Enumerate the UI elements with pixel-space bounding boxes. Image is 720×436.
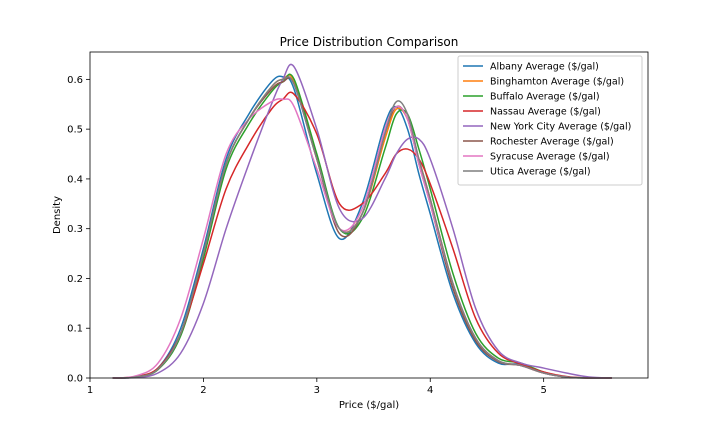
legend-label: Rochester Average ($/gal) — [490, 137, 614, 148]
x-tick-label: 1 — [87, 385, 93, 396]
legend-label: Nassau Average ($/gal) — [490, 107, 601, 118]
chart-title: Price Distribution Comparison — [280, 35, 459, 49]
legend-label: Utica Average ($/gal) — [490, 167, 591, 178]
y-tick-label: 0.3 — [67, 224, 83, 235]
series-line-3 — [112, 91, 612, 379]
legend-label: Syracuse Average ($/gal) — [490, 152, 610, 163]
y-tick-label: 0.0 — [67, 374, 83, 385]
legend: Albany Average ($/gal) Binghamton Average… — [457, 55, 643, 186]
x-tick-label: 4 — [427, 385, 433, 396]
legend-label: Binghamton Average ($/gal) — [490, 77, 624, 88]
series-line-4 — [112, 63, 612, 379]
series-line-7 — [112, 75, 612, 379]
x-axis-label: Price ($/gal) — [339, 400, 399, 411]
y-tick-label: 0.6 — [67, 75, 83, 86]
x-tick-label: 3 — [314, 385, 320, 396]
axes: 1 2 3 4 5 0.0 0.1 0.2 0.3 0.4 0.5 0.6 — [67, 75, 547, 396]
plot-frame — [89, 51, 649, 379]
y-tick-label: 0.2 — [67, 274, 83, 285]
legend-label: Albany Average ($/gal) — [490, 62, 599, 73]
legend-label: Buffalo Average ($/gal) — [490, 92, 600, 103]
y-tick-label: 0.1 — [67, 324, 83, 335]
legend-label: New York City Average ($/gal) — [490, 122, 631, 133]
y-tick-label: 0.5 — [67, 125, 83, 136]
y-tick-label: 0.4 — [67, 174, 83, 185]
plot-area — [112, 63, 612, 379]
x-tick-label: 5 — [540, 385, 546, 396]
x-tick-label: 2 — [200, 385, 206, 396]
legend-box — [457, 55, 643, 186]
y-axis-label: Density — [52, 196, 63, 234]
